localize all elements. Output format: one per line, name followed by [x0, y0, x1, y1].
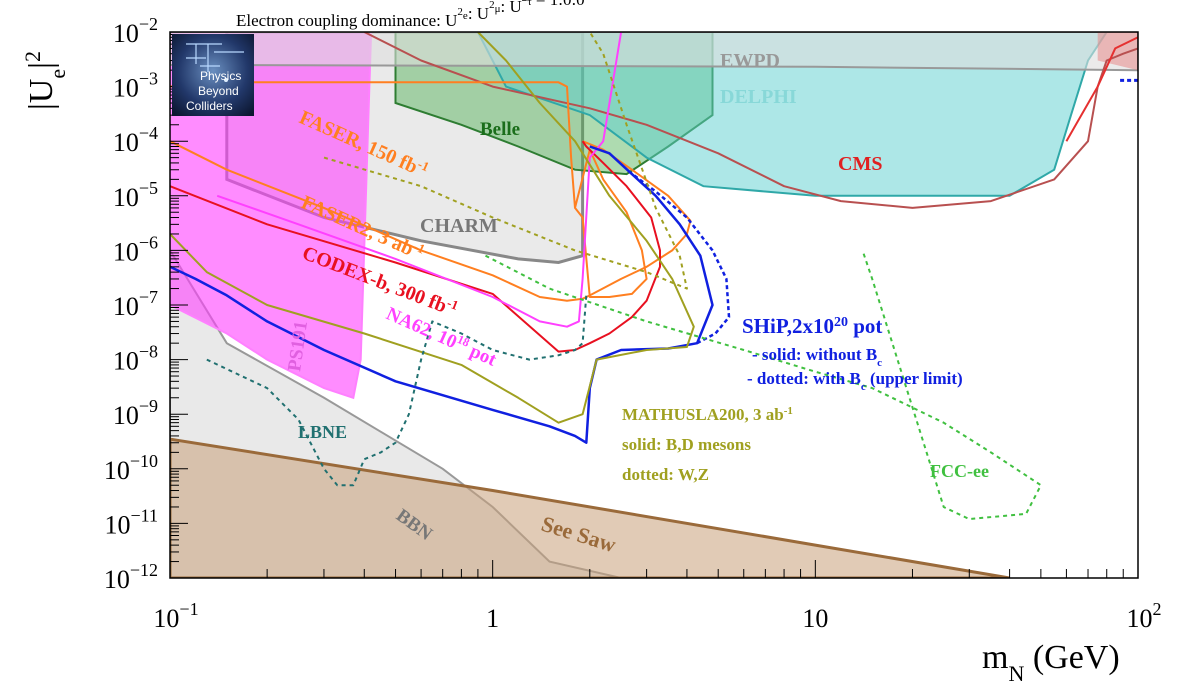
- curve-lbne: [206, 295, 588, 487]
- label-ewpd: EWPD: [720, 50, 780, 72]
- mathusla-dotted-label: dotted: W,Z: [622, 465, 709, 484]
- y-tick-label: 10−5: [113, 178, 158, 212]
- mathusla-label: MATHUSLA200, 3 ab-1: [622, 405, 793, 424]
- x-tick-label: 10−1: [153, 599, 198, 633]
- sensitivity-curves: [170, 32, 1138, 521]
- y-tick-label: 10−9: [113, 396, 158, 430]
- region-ewpd: [170, 32, 1138, 72]
- y-tick-label: 10−7: [113, 287, 158, 321]
- curve-ship-dotted: [625, 168, 731, 345]
- x-axis-title: mN (GeV): [982, 639, 1120, 686]
- label-fcc-ee: FCC-ee: [930, 461, 989, 481]
- tick-labels: 10−1 1 10 10210−210−310−410−510−610−710−810…: [104, 14, 1162, 633]
- curve-cms: [363, 32, 1138, 209]
- y-tick-label: 10−12: [104, 560, 158, 594]
- y-tick-label: 10−3: [113, 69, 158, 103]
- curve-cms-red: [1065, 36, 1138, 142]
- curve-faser2: [170, 140, 692, 302]
- curve-na62: [216, 32, 623, 328]
- y-tick-label: 10−4: [113, 123, 158, 157]
- x-tick-label: 10: [802, 604, 828, 633]
- logo-line-3: Colliders: [186, 99, 233, 113]
- mathusla-solid-label: solid: B,D mesons: [622, 435, 751, 454]
- label-delphi: DELPHI: [720, 86, 797, 108]
- label-cms: CMS: [838, 153, 882, 175]
- excluded-regions: [170, 32, 1138, 578]
- logo-line-2: Beyond: [198, 84, 239, 98]
- curve-faser-150: [170, 81, 648, 298]
- y-tick-label: 10−11: [105, 505, 158, 539]
- region-see-saw: [170, 437, 1010, 578]
- curve-mathusla-solid: [170, 32, 695, 424]
- x-tick-label: 102: [1127, 599, 1162, 633]
- y-tick-label: 10−2: [113, 14, 158, 48]
- y-tick-label: 10−8: [113, 342, 158, 376]
- ship-label: SHiP,2x1020 pot: [742, 314, 882, 338]
- y-tick-label: 10−6: [113, 232, 158, 266]
- label-belle: Belle: [480, 119, 520, 140]
- x-tick-label: 1: [486, 604, 499, 633]
- y-tick-label: 10−10: [104, 451, 158, 485]
- chart-title: Electron coupling dominance: U2e: U2μ: U…: [236, 0, 585, 30]
- y-axis-title: |Ue|2: [20, 51, 70, 110]
- label-charm: CHARM: [420, 215, 498, 237]
- physics-beyond-colliders-logo: Physics Beyond Colliders: [172, 34, 254, 116]
- ship-solid-label: - solid: without Bc: [752, 345, 882, 369]
- curve-mathusla-dotted: [323, 32, 688, 290]
- logo-line-1: Physics: [200, 69, 241, 83]
- label-lbne: LBNE: [298, 422, 347, 442]
- ship-dotted-label: - dotted: with Bc (upper limit): [747, 369, 963, 393]
